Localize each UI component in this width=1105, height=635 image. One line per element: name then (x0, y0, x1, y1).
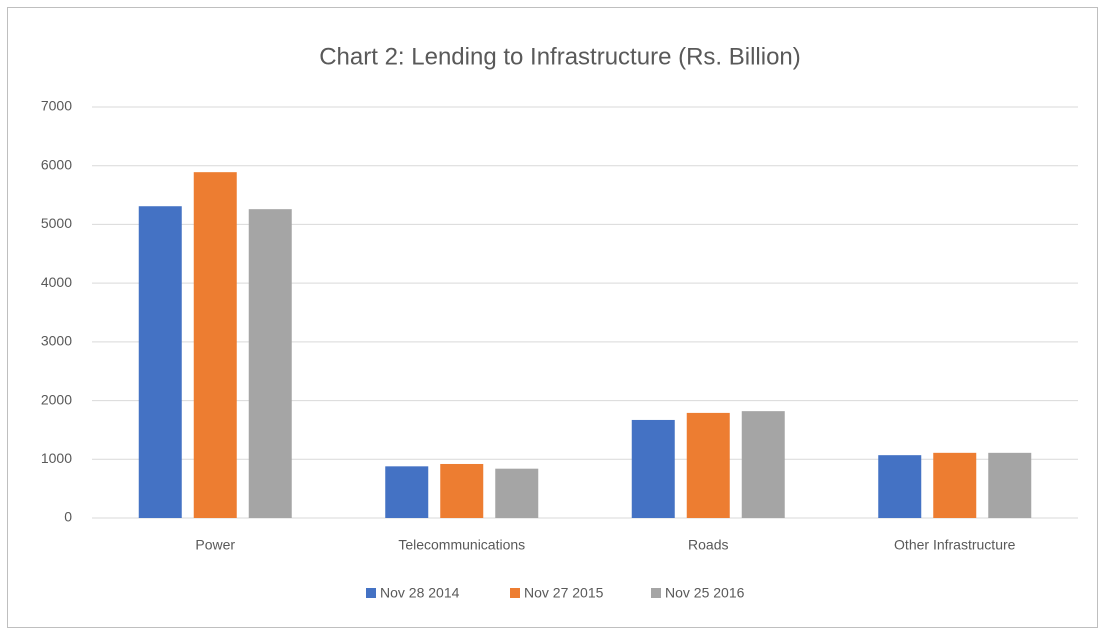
y-tick-label: 2000 (41, 391, 72, 407)
chart-title: Chart 2: Lending to Infrastructure (Rs. … (319, 43, 801, 70)
legend-swatch (366, 588, 376, 598)
y-tick-label: 3000 (41, 333, 72, 349)
y-tick-label: 5000 (41, 215, 72, 231)
bar (741, 411, 785, 518)
y-tick-label: 7000 (41, 98, 72, 114)
x-tick-label: Power (195, 537, 235, 553)
y-tick-label: 0 (64, 509, 72, 525)
bar (686, 412, 730, 518)
bar (631, 419, 675, 518)
x-tick-label: Roads (688, 537, 728, 553)
bar (495, 468, 539, 518)
bar (988, 452, 1032, 518)
bar (878, 455, 922, 518)
bar (248, 209, 292, 519)
y-tick-label: 6000 (41, 156, 72, 172)
x-tick-label: Other Infrastructure (894, 537, 1016, 553)
bar (440, 463, 484, 518)
bar (138, 206, 182, 518)
y-tick-label: 4000 (41, 274, 72, 290)
x-tick-label: Telecommunications (398, 537, 525, 553)
legend-label: Nov 27 2015 (524, 585, 604, 601)
chart-frame (7, 7, 1098, 628)
bar (933, 452, 977, 518)
legend-label: Nov 28 2014 (380, 585, 460, 601)
bar (193, 172, 237, 518)
legend-swatch (510, 588, 520, 598)
y-tick-label: 1000 (41, 450, 72, 466)
bar (385, 466, 429, 518)
legend-label: Nov 25 2016 (665, 585, 745, 601)
legend-swatch (651, 588, 661, 598)
